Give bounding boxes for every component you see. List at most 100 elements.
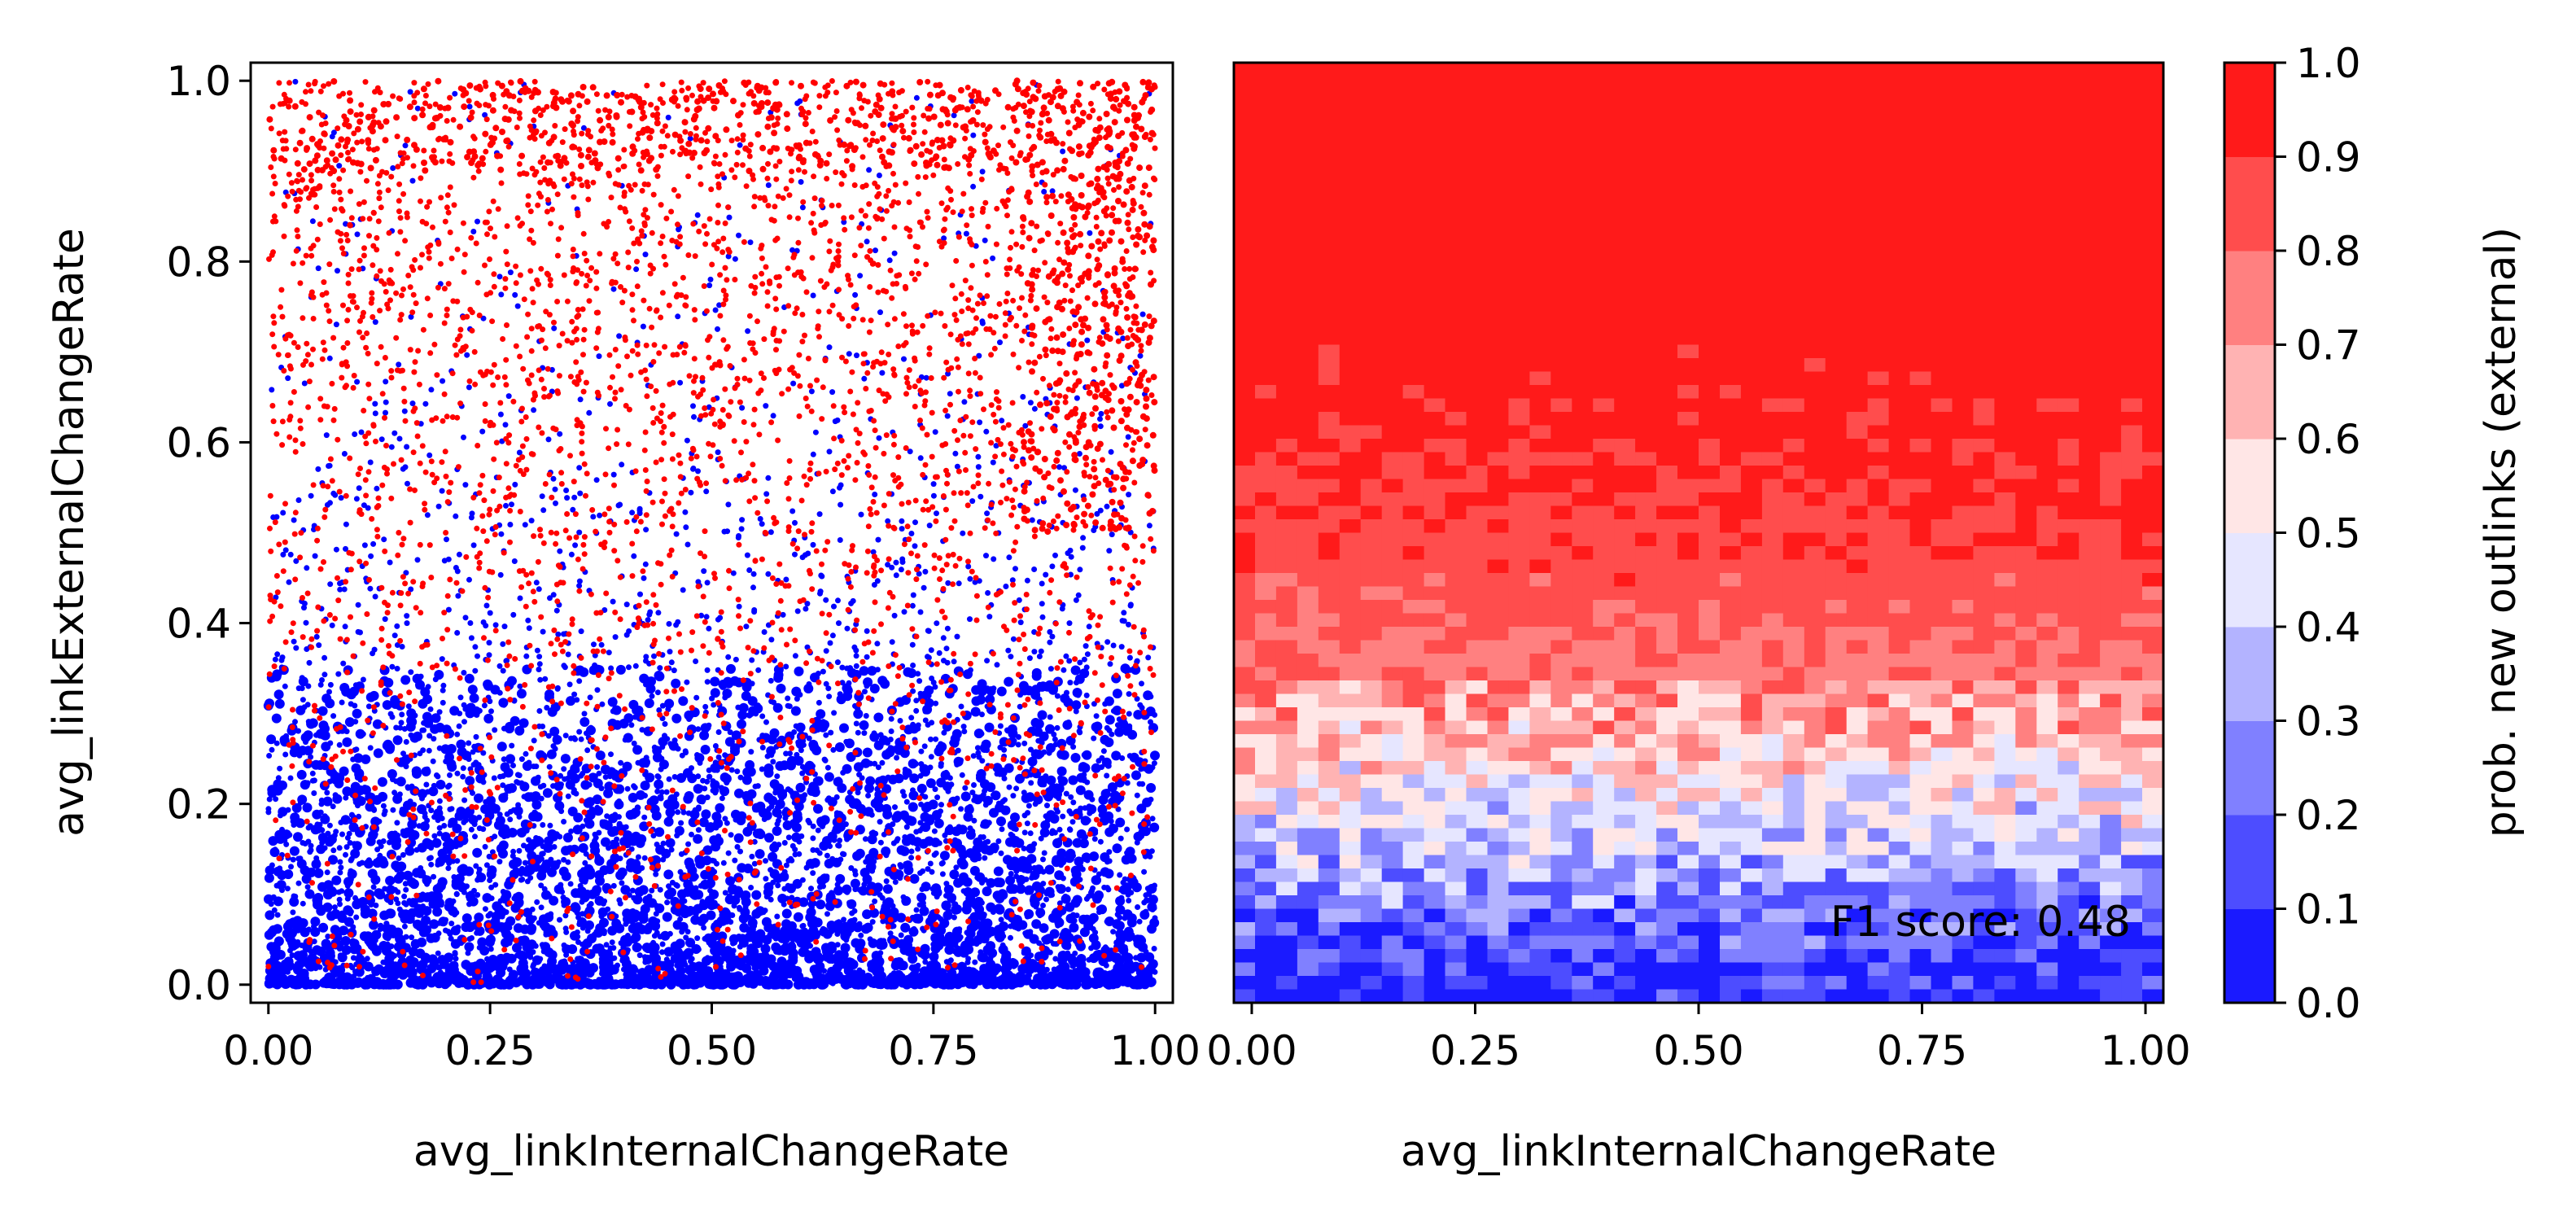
scatter-point: [564, 495, 571, 501]
scatter-point: [654, 773, 661, 780]
scatter-point: [917, 609, 924, 615]
scatter-point: [485, 683, 492, 689]
scatter-point: [553, 500, 558, 506]
scatter-point: [1056, 916, 1063, 923]
scatter-point: [1027, 756, 1038, 767]
scatter-point: [844, 625, 851, 632]
scatter-point: [1091, 836, 1098, 842]
scatter-point: [311, 759, 321, 770]
scatter-point: [333, 546, 339, 553]
scatter-point: [872, 492, 878, 497]
scatter-point: [531, 799, 542, 810]
scatter-point: [336, 163, 343, 169]
scatter-point: [568, 551, 575, 558]
scatter-point: [715, 803, 725, 813]
scatter-point: [858, 511, 864, 518]
scatter-point: [310, 927, 321, 937]
scatter-point: [656, 673, 663, 680]
scatter-point: [841, 916, 847, 923]
scatter-point: [339, 888, 345, 895]
scatter-point: [497, 773, 503, 780]
scatter-point: [1012, 826, 1019, 833]
scatter-point: [588, 668, 595, 675]
scatter-point: [553, 607, 560, 614]
scatter-point: [390, 972, 396, 978]
scatter-point: [501, 928, 506, 934]
scatter-point: [658, 755, 665, 762]
scatter-point: [331, 832, 338, 838]
scatter-point: [619, 880, 625, 886]
scatter-point: [725, 876, 736, 886]
scatter-point: [1126, 917, 1137, 928]
scatter-point: [324, 790, 330, 796]
scatter-point: [394, 820, 400, 826]
scatter-point: [282, 547, 289, 553]
scatter-point: [276, 780, 282, 786]
scatter-point: [585, 797, 595, 807]
scatter-point: [984, 658, 991, 664]
scatter-point: [561, 663, 567, 669]
scatter-point: [426, 855, 432, 862]
scatter-point: [492, 727, 498, 733]
scatter-point: [967, 616, 973, 623]
scatter-point: [675, 619, 681, 625]
scatter-point: [1046, 750, 1052, 756]
scatter-point: [497, 979, 508, 990]
scatter-point: [764, 833, 774, 843]
scatter-point: [431, 833, 438, 839]
scatter-point: [372, 319, 378, 326]
scatter-point: [486, 640, 492, 646]
scatter-point: [436, 745, 443, 751]
scatter-point: [514, 947, 521, 953]
scatter-point: [1126, 691, 1132, 698]
scatter-point: [819, 573, 825, 580]
scatter-point: [364, 956, 370, 962]
scatter-point: [945, 908, 951, 914]
scatter-point: [330, 490, 337, 496]
scatter-point: [537, 973, 544, 979]
scatter-point: [695, 859, 702, 865]
scatter-point: [1067, 680, 1074, 686]
scatter-point: [361, 754, 371, 764]
scatter-point: [704, 972, 715, 982]
scatter-point: [975, 909, 981, 916]
scatter-point: [823, 597, 829, 603]
scatter-point: [1104, 639, 1111, 645]
scatter-point: [532, 943, 539, 949]
scatter-point: [873, 712, 884, 723]
scatter-point: [382, 886, 388, 892]
scatter-point: [430, 758, 436, 764]
scatter-point: [823, 732, 829, 738]
scatter-point: [1146, 783, 1157, 793]
scatter-point: [980, 822, 986, 829]
scatter-point: [269, 947, 279, 957]
scatter-point: [1134, 839, 1140, 846]
scatter-point: [1152, 711, 1158, 718]
scatter-point: [912, 519, 918, 526]
scatter-point: [770, 759, 776, 765]
scatter-point: [588, 724, 594, 731]
scatter-point: [947, 824, 953, 830]
scatter-point: [456, 723, 462, 729]
scatter-point: [899, 526, 905, 532]
scatter-point: [353, 496, 360, 502]
scatter-point: [781, 901, 787, 908]
scatter-point: [735, 979, 741, 986]
scatter-point: [325, 698, 335, 709]
scatter-point: [413, 881, 419, 887]
scatter-point: [984, 510, 991, 517]
scatter-point: [1109, 731, 1115, 737]
scatter-point: [399, 711, 405, 718]
scatter-point: [1011, 963, 1017, 969]
scatter-point: [793, 930, 799, 936]
scatter-point: [1060, 875, 1066, 881]
scatter-point: [1039, 827, 1050, 838]
scatter-point: [1128, 934, 1135, 941]
scatter-point: [418, 865, 424, 871]
scatter-point: [799, 204, 806, 211]
scatter-point: [507, 269, 514, 276]
scatter-point: [508, 828, 514, 834]
scatter-point: [1043, 813, 1049, 820]
scatter-point: [736, 603, 742, 610]
scatter-point: [383, 378, 389, 385]
